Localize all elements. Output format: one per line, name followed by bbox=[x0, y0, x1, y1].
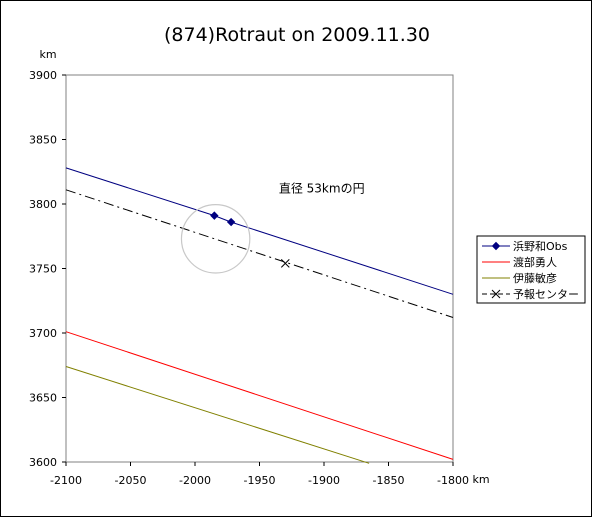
y-axis-unit: km bbox=[39, 48, 56, 61]
annotation-layer: 直径 53kmの円 bbox=[180, 181, 365, 274]
legend-label-1: 渡部勇人 bbox=[513, 255, 557, 269]
series-marker-0 bbox=[226, 217, 236, 227]
legend-marker-3-stroke-b bbox=[491, 289, 501, 299]
y-tick-label: 3800 bbox=[29, 198, 57, 211]
legend-marker-3 bbox=[491, 289, 501, 299]
legend-label-2: 伊藤敏彦 bbox=[513, 271, 557, 285]
y-tick-label: 3900 bbox=[29, 69, 57, 82]
x-tick-label: -1850 bbox=[373, 474, 405, 487]
y-axis: 3600 3650 3700 3750 3800 3850 3900 bbox=[29, 69, 66, 469]
x-axis: -2100 -2050 -2000 -1950 -1900 -1850 -1800 bbox=[50, 462, 469, 487]
annotation-label: 直径 53kmの円 bbox=[279, 181, 365, 195]
y-tick-label: 3750 bbox=[29, 263, 57, 276]
y-tick-label: 3650 bbox=[29, 392, 57, 405]
x-tick-label: -1900 bbox=[308, 474, 340, 487]
series-line-0 bbox=[65, 167, 454, 295]
legend-label-0: 浜野和Obs bbox=[513, 240, 568, 253]
series-line-3 bbox=[65, 189, 454, 318]
x-axis-unit: km bbox=[472, 473, 489, 486]
series-line-2 bbox=[65, 366, 370, 464]
series-marker-0 bbox=[210, 211, 219, 220]
x-tick-label: -2050 bbox=[115, 474, 147, 487]
legend-marker-0 bbox=[491, 241, 501, 251]
plot-area bbox=[65, 74, 454, 463]
chart-title: (874)Rotraut on 2009.11.30 bbox=[164, 24, 430, 46]
x-tick-label: -2100 bbox=[50, 474, 82, 487]
x-tick-label: -1950 bbox=[244, 474, 276, 487]
y-tick-label: 3600 bbox=[29, 456, 57, 469]
series-marker-3-stroke-b bbox=[280, 258, 290, 268]
y-tick-label: 3850 bbox=[29, 134, 57, 147]
series-marker-3 bbox=[280, 258, 290, 268]
series-layer bbox=[65, 167, 454, 464]
legend-label-3: 予報センター bbox=[513, 288, 579, 301]
series-line-1 bbox=[65, 331, 454, 460]
diameter-circle bbox=[180, 204, 251, 274]
x-tick-label: -1800 bbox=[437, 474, 469, 487]
x-tick-label: -2000 bbox=[179, 474, 211, 487]
y-tick-label: 3700 bbox=[29, 327, 57, 340]
